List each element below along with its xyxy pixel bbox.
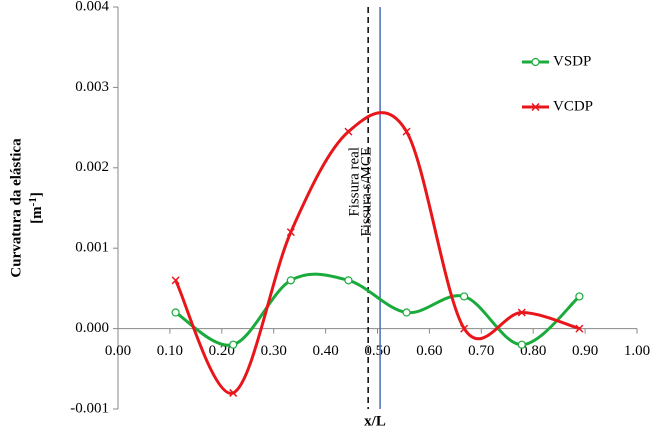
x-tick-label: 1.00 bbox=[624, 343, 650, 359]
x-tick-label: 0.70 bbox=[468, 343, 494, 359]
point bbox=[402, 308, 411, 317]
point bbox=[229, 388, 238, 397]
y-tick-label: 0.000 bbox=[75, 320, 109, 336]
point bbox=[286, 228, 295, 237]
y-axis-label: Curvatura da elástica bbox=[8, 138, 24, 278]
legend-label: VSDP bbox=[553, 53, 591, 69]
x-tick-label: 0.80 bbox=[520, 343, 546, 359]
unit-close: ] bbox=[29, 192, 45, 197]
x-tick-label: 0.10 bbox=[157, 343, 183, 359]
y-tick-label: 0.004 bbox=[75, 0, 109, 14]
point bbox=[344, 127, 353, 136]
y-tick-label: 0.001 bbox=[75, 240, 109, 256]
reference-label: Fissura s/MCE bbox=[359, 147, 375, 237]
point bbox=[344, 276, 353, 285]
x-axis-label: x/L bbox=[364, 413, 386, 429]
x-tick-label: 0.20 bbox=[209, 343, 235, 359]
point bbox=[460, 324, 469, 333]
legend-label: VCDP bbox=[553, 98, 593, 114]
x-tick-label: 0.30 bbox=[261, 343, 287, 359]
y-tick-label: -0.001 bbox=[70, 400, 109, 416]
point bbox=[229, 340, 238, 349]
legend-marker bbox=[531, 57, 540, 67]
point bbox=[171, 276, 180, 285]
x-tick-label: 0.50 bbox=[364, 343, 390, 359]
unit-sup: -1 bbox=[27, 197, 39, 206]
x-tick-label: 0.90 bbox=[572, 343, 598, 359]
point bbox=[460, 292, 469, 301]
unit-open: [m bbox=[29, 206, 45, 224]
point bbox=[402, 127, 411, 136]
reference-label: Fissura real bbox=[347, 147, 363, 217]
x-tick-label: 0.40 bbox=[312, 343, 338, 359]
y-tick-label: 0.003 bbox=[75, 79, 109, 95]
point bbox=[517, 308, 526, 317]
x-tick-label: 0.00 bbox=[105, 343, 131, 359]
point bbox=[517, 340, 526, 349]
y-tick-label: 0.002 bbox=[75, 159, 109, 175]
y-axis-unit: [m-1] bbox=[27, 192, 46, 224]
legend-marker bbox=[531, 102, 540, 112]
point bbox=[575, 324, 584, 333]
point bbox=[286, 276, 295, 285]
point bbox=[575, 292, 584, 301]
point bbox=[171, 308, 180, 317]
x-tick-label: 0.60 bbox=[416, 343, 442, 359]
